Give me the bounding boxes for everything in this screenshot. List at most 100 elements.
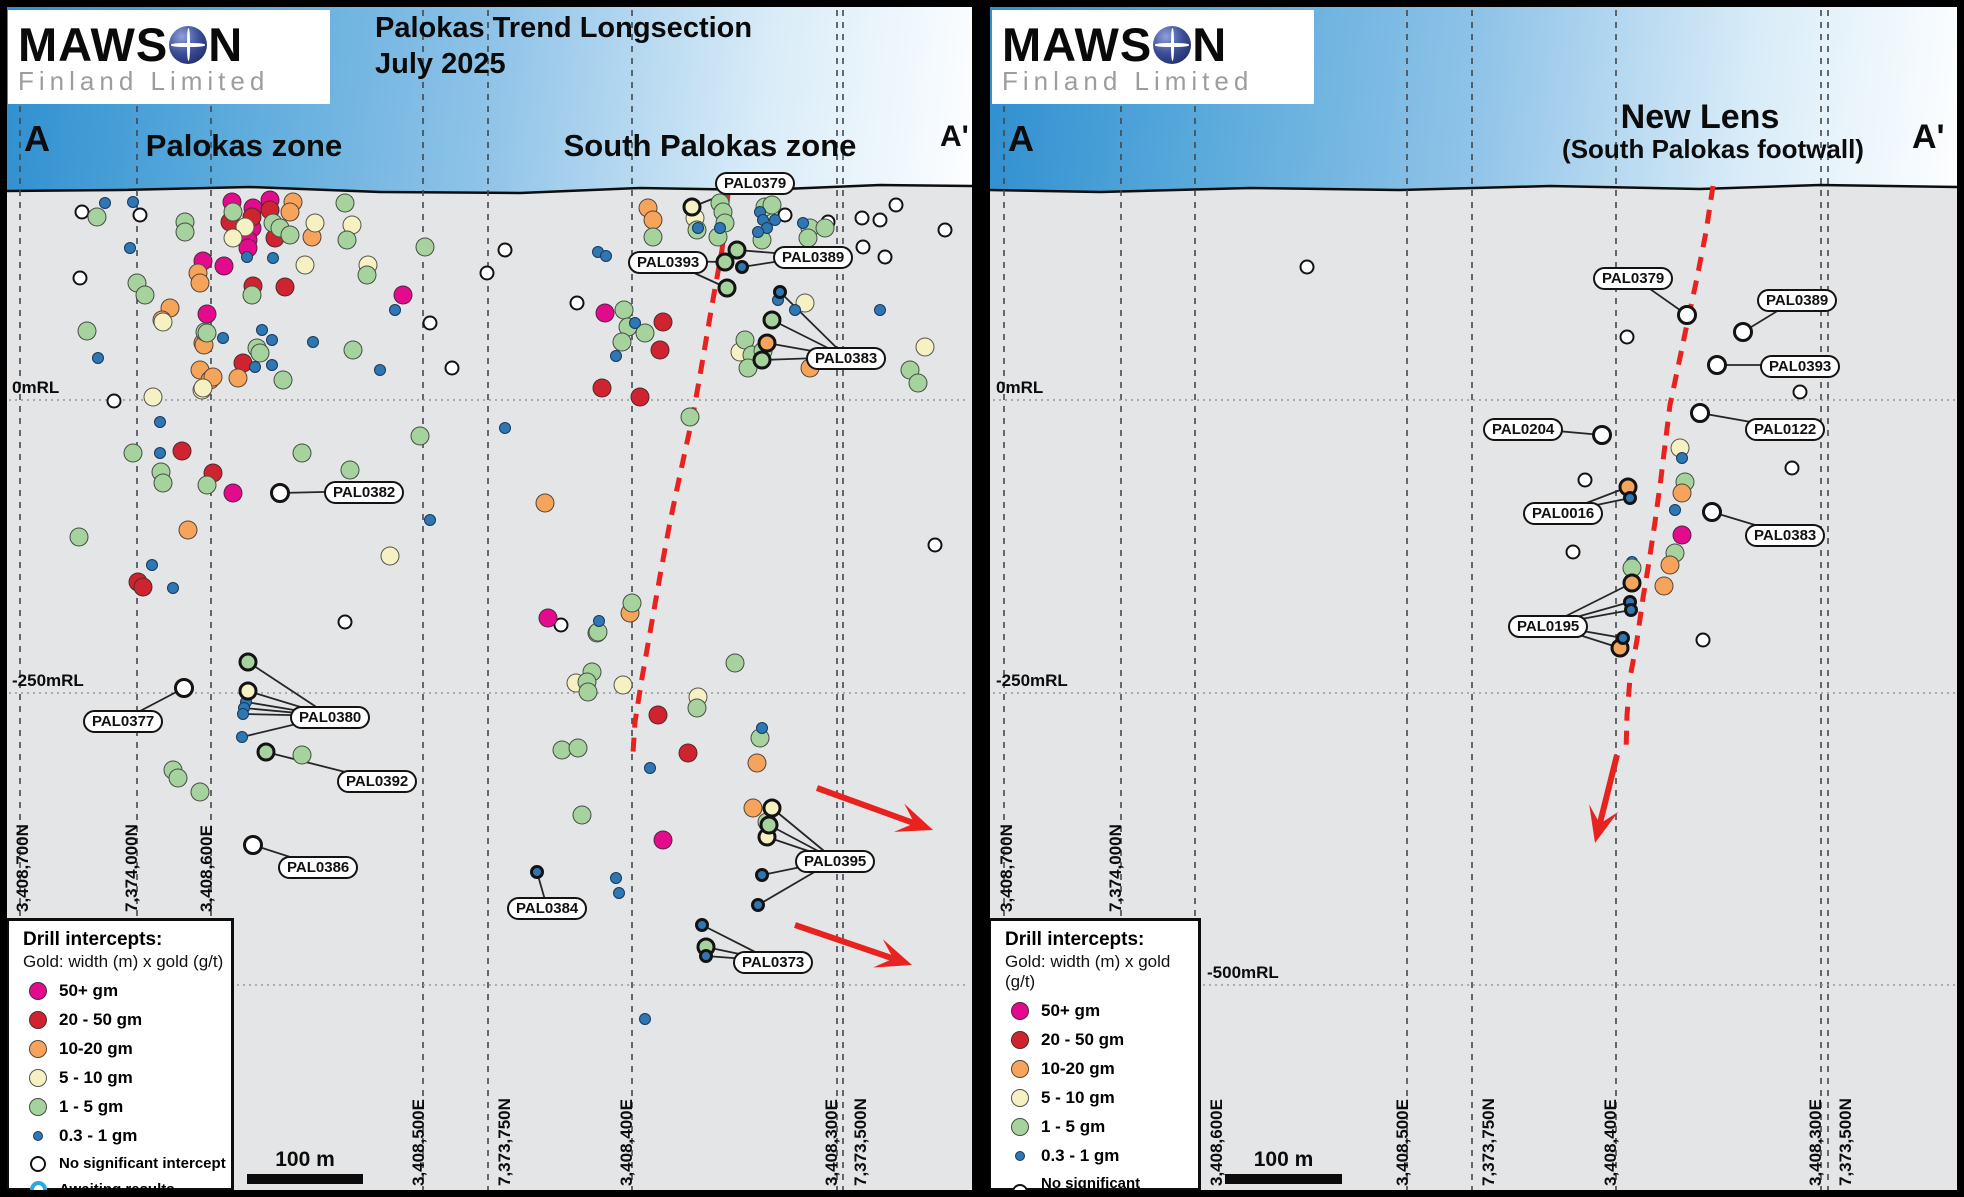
globe-icon <box>1153 25 1192 64</box>
legend-swatch-a-icon <box>23 1181 53 1197</box>
coordinate-label: 7,373,750N <box>495 1098 514 1186</box>
legend-item-label: No significant intercept <box>1041 1175 1141 1197</box>
intercept-dot-y <box>682 197 702 217</box>
legend-item: 5 - 10 gm <box>23 1068 231 1088</box>
legend-item: 10-20 gm <box>1005 1059 1198 1079</box>
legend-box-right: Drill intercepts: Gold: width (m) x gold … <box>988 918 1201 1197</box>
intercept-dot-m <box>223 483 243 503</box>
drillhole-label-PAL0383: PAL0383 <box>1745 524 1826 547</box>
legend-item-label: 20 - 50 gm <box>59 1010 143 1029</box>
zone-label: New Lens <box>1620 98 1780 136</box>
drillhole-label-PAL0389: PAL0389 <box>773 246 854 269</box>
intercept-dot-g <box>614 300 634 320</box>
intercept-dot-g <box>687 698 707 718</box>
intercept-dot-b <box>266 334 278 346</box>
coordinate-label: 7,374,000N <box>1106 824 1125 912</box>
intercept-dot-g <box>612 332 632 352</box>
intercept-dot-g <box>168 768 188 788</box>
intercept-dot-w <box>337 614 353 630</box>
intercept-dot-b <box>735 260 749 274</box>
intercept-dot-o <box>228 368 248 388</box>
intercept-dot-b <box>424 514 436 526</box>
intercept-dot-g <box>292 745 312 765</box>
logo-wordmark: MAWS N <box>1002 17 1228 71</box>
intercept-dot-b <box>789 304 801 316</box>
intercept-dot-g <box>280 225 300 245</box>
legend-item-label: 0.3 - 1 gm <box>59 1126 138 1145</box>
intercept-dot-g <box>250 343 270 363</box>
coordinate-label: 3,408,600E <box>197 825 216 912</box>
intercept-dot-r <box>172 441 192 461</box>
fault-trace-left <box>630 193 731 754</box>
legend-swatch-b-icon <box>1005 1151 1035 1161</box>
ground-right <box>990 185 1958 1191</box>
legend-item: 50+ gm <box>23 981 231 1001</box>
intercept-dot-b <box>755 868 769 882</box>
intercept-dot-m <box>653 830 673 850</box>
intercept-dot-b <box>499 422 511 434</box>
intercept-dot-g <box>908 373 928 393</box>
intercept-dot-b <box>752 226 764 238</box>
intercept-dot-y <box>238 681 258 701</box>
intercept-dot-y <box>143 387 163 407</box>
intercept-dot-y <box>613 675 633 695</box>
scale-bar-right <box>1225 1174 1342 1184</box>
intercept-dot-b <box>629 317 641 329</box>
coordinate-label: 3,408,500E <box>409 1099 428 1186</box>
intercept-dot-r <box>678 743 698 763</box>
surface-line-right <box>989 183 1959 194</box>
legend-swatch-m-icon <box>1005 1002 1035 1020</box>
intercept-dot-k <box>1677 305 1697 325</box>
intercept-dot-b <box>644 762 656 774</box>
intercept-dot-b <box>1616 631 1630 645</box>
logo-subtitle: Finland Limited <box>1002 65 1254 96</box>
intercept-dot-g <box>238 652 258 672</box>
intercept-dot-m <box>538 608 558 628</box>
intercept-dot-o <box>280 202 300 222</box>
intercept-dot-g <box>273 370 293 390</box>
zone-label: A' <box>940 120 969 153</box>
plunge-arrow-shaft <box>815 785 916 827</box>
intercept-dot-g <box>135 285 155 305</box>
zone-label: A' <box>1912 118 1945 156</box>
intercept-dot-w <box>872 212 888 228</box>
figure-title: Palokas Trend Longsection July 2025 <box>375 10 752 82</box>
intercept-dot-b <box>99 197 111 209</box>
legend-item: 1 - 5 gm <box>1005 1117 1198 1137</box>
intercept-dot-k <box>1733 322 1753 342</box>
intercept-dot-g <box>725 653 745 673</box>
intercept-dot-o <box>1622 573 1642 593</box>
legend-item: 0.3 - 1 gm <box>1005 1146 1198 1166</box>
intercept-dot-g <box>717 278 737 298</box>
intercept-dot-b <box>593 615 605 627</box>
intercept-dot-g <box>635 323 655 343</box>
intercept-dot-g <box>357 265 377 285</box>
intercept-dot-b <box>610 872 622 884</box>
intercept-dot-o <box>1672 483 1692 503</box>
intercept-dot-g <box>77 321 97 341</box>
intercept-dot-b <box>267 252 279 264</box>
intercept-dot-b <box>613 887 625 899</box>
intercept-dot-g <box>572 805 592 825</box>
intercept-dot-g <box>256 742 276 762</box>
intercept-dot-k <box>174 678 194 698</box>
intercept-dot-g <box>190 782 210 802</box>
intercept-dot-m <box>197 304 217 324</box>
intercept-dot-y <box>295 255 315 275</box>
intercept-dot-b <box>154 447 166 459</box>
drillhole-label-PAL0383: PAL0383 <box>806 347 887 370</box>
intercept-dot-g <box>759 815 779 835</box>
intercept-dot-w <box>854 210 870 226</box>
intercept-dot-b <box>769 214 781 226</box>
intercept-dot-r <box>648 705 668 725</box>
legend-swatch-y-icon <box>1005 1089 1035 1107</box>
coordinate-label: 7,374,000N <box>122 824 141 912</box>
intercept-dot-b <box>389 304 401 316</box>
intercept-dot-o <box>747 753 767 773</box>
intercept-dot-k <box>1707 355 1727 375</box>
intercept-dot-b <box>699 949 713 963</box>
intercept-dot-g <box>292 443 312 463</box>
intercept-dot-b <box>756 722 768 734</box>
intercept-dot-y <box>380 546 400 566</box>
legend-item: 1 - 5 gm <box>23 1097 231 1117</box>
